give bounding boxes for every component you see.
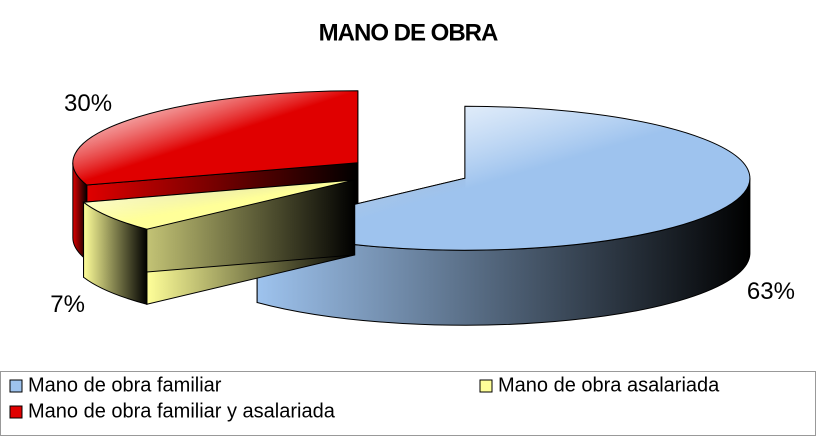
data-label: 30% bbox=[64, 90, 112, 117]
chart-title: MANO DE OBRA bbox=[319, 19, 498, 46]
data-label: 7% bbox=[50, 291, 85, 318]
slice-top bbox=[82, 179, 355, 230]
slice-top bbox=[257, 105, 751, 251]
legend-swatch bbox=[479, 379, 493, 393]
legend-label: Mano de obra familiar y asalariada bbox=[28, 400, 336, 422]
legend-label: Mano de obra familiar bbox=[28, 374, 222, 396]
slice bbox=[82, 179, 356, 305]
legend-label: Mano de obra asalariada bbox=[498, 374, 720, 396]
slice-top bbox=[72, 90, 359, 186]
legend-swatch bbox=[9, 405, 23, 419]
data-label: 63% bbox=[747, 278, 795, 305]
slice bbox=[256, 105, 751, 326]
legend-swatch bbox=[9, 379, 23, 393]
